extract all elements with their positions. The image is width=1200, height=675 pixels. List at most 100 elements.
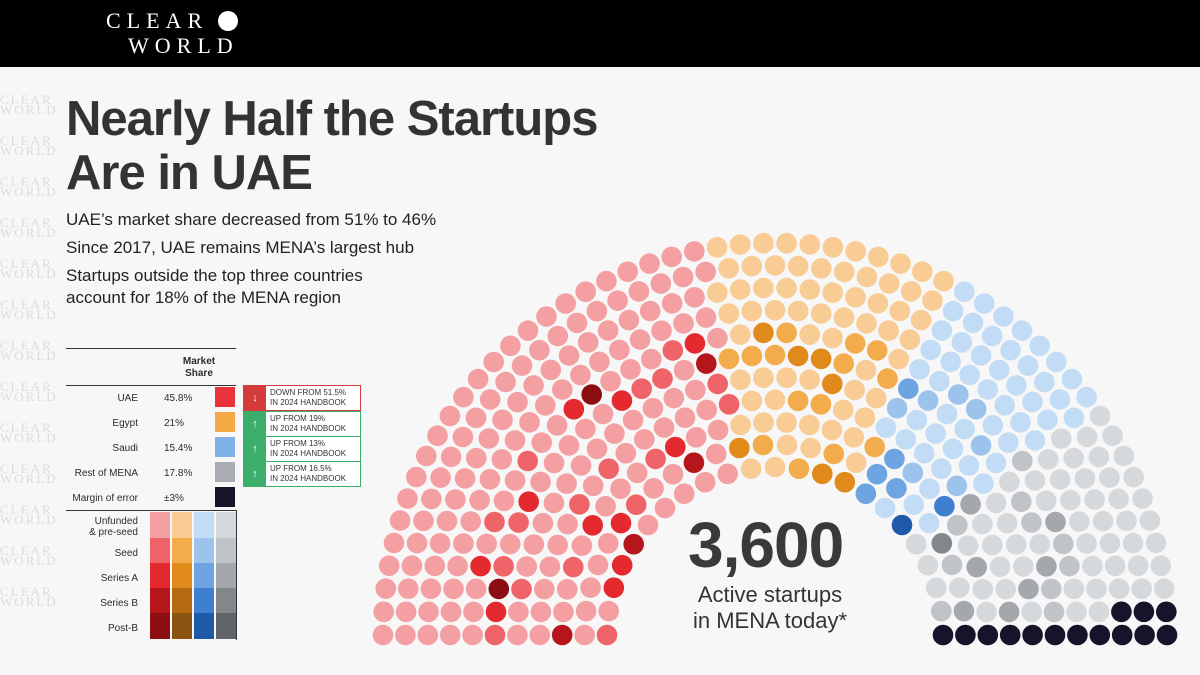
dot-uae <box>610 512 632 534</box>
dot-saudi <box>940 351 961 373</box>
dot-rest-of-mena <box>1050 428 1072 449</box>
dot-egypt <box>753 232 774 254</box>
dot-egypt <box>889 300 911 322</box>
stage-label-unfunded: Unfunded & pre-seed <box>66 516 138 538</box>
dot-uae <box>529 339 550 361</box>
watermark-text: CLEAR WORLD <box>0 133 58 158</box>
watermark-text: CLEAR WORLD <box>0 379 58 404</box>
dot-uae <box>581 384 602 405</box>
dot-egypt <box>900 281 922 302</box>
dot-uae <box>582 515 603 536</box>
stage-swatch <box>194 613 214 639</box>
legend-label-margin: Margin of error <box>72 493 138 504</box>
dot-uae <box>563 398 585 420</box>
dot-uae <box>654 497 676 519</box>
dot-rest-of-mena <box>947 515 968 536</box>
dot-saudi <box>977 379 998 400</box>
total-caption-line-2: in MENA today* <box>692 608 848 633</box>
dot-rest-of-mena <box>925 577 947 598</box>
dot-uae <box>570 455 592 476</box>
dot-uae <box>645 448 666 470</box>
dot-saudi <box>920 339 941 361</box>
dot-uae <box>508 601 529 623</box>
dot-egypt <box>753 322 774 344</box>
dot-uae <box>530 471 551 493</box>
dot-rest-of-mena <box>1150 555 1172 576</box>
dot-egypt <box>822 237 844 258</box>
callout-uae-line-2: IN 2024 HANDBOOK <box>270 398 347 407</box>
dot-egypt <box>776 412 797 433</box>
logo-word-world: WORLD <box>128 33 239 58</box>
watermark-text: CLEAR WORLD <box>0 215 58 240</box>
arrow-up-icon: ↑ <box>244 412 266 436</box>
stage-label-unfunded-1: Unfunded <box>94 516 138 527</box>
dot-egypt <box>764 255 786 276</box>
dot-rest-of-mena <box>1089 405 1111 427</box>
legend-header-line-2: Share <box>185 368 213 379</box>
watermark-text: CLEAR WORLD <box>0 174 58 199</box>
dot-uae <box>653 417 675 438</box>
dot-egypt <box>776 367 797 389</box>
dot-rest-of-mena <box>1013 556 1034 577</box>
dot-saudi <box>1010 412 1031 433</box>
dot-uae <box>629 329 651 350</box>
dot-egypt <box>864 436 885 458</box>
dot-uae <box>372 624 394 646</box>
dot-egypt <box>833 399 854 421</box>
dot-uae <box>570 364 591 386</box>
stage-label-unfunded-2: & pre-seed <box>89 527 138 538</box>
dot-egypt <box>776 434 798 456</box>
dot-uae <box>652 368 673 389</box>
dot-egypt <box>890 253 911 274</box>
dot-saudi <box>886 478 907 499</box>
dot-uae <box>453 533 474 554</box>
dot-uae <box>453 386 474 408</box>
dot-saudi <box>934 495 955 517</box>
stage-swatch <box>194 538 214 563</box>
dot-margin-of-error <box>1089 624 1111 646</box>
dot-saudi <box>918 512 940 534</box>
dot-saudi <box>913 442 935 464</box>
dot-egypt <box>800 437 821 459</box>
stage-swatch <box>172 512 192 538</box>
dot-egypt <box>741 300 763 322</box>
subtitle-1: UAE’s market share decreased from 51% to… <box>66 210 437 229</box>
dot-egypt <box>740 458 762 480</box>
total-caption: Active startups in MENA today* <box>672 582 868 634</box>
stage-swatch <box>150 563 170 588</box>
legend-label-rest: Rest of MENA <box>74 468 138 479</box>
dot-rest-of-mena <box>931 600 952 622</box>
dot-egypt <box>822 373 843 395</box>
dot-egypt <box>752 434 774 456</box>
callout-saudi-line-2: IN 2024 HANDBOOK <box>270 449 347 458</box>
dot-saudi <box>962 312 984 334</box>
watermark-text: CLEAR WORLD <box>0 502 58 527</box>
dot-uae <box>673 313 694 334</box>
dot-rest-of-mena <box>1036 556 1057 577</box>
dot-rest-of-mena <box>1076 533 1097 554</box>
dot-uae <box>406 466 427 488</box>
dot-saudi <box>929 370 950 392</box>
dot-uae <box>685 427 707 448</box>
legend-header-line-1: Market <box>182 356 216 367</box>
dot-uae <box>517 450 538 472</box>
dot-rest-of-mena <box>1024 470 1046 491</box>
dot-rest-of-mena <box>1127 555 1149 576</box>
callout-rest-line-1: UP FROM 16.5% <box>270 464 332 473</box>
dot-uae <box>466 447 487 469</box>
dot-rest-of-mena <box>941 554 963 576</box>
dot-egypt <box>834 471 856 493</box>
dot-uae <box>650 273 672 294</box>
dot-rest-of-mena <box>1060 489 1081 511</box>
dot-rest-of-mena <box>976 601 997 623</box>
dot-rest-of-mena <box>985 492 1007 514</box>
dot-egypt <box>854 407 876 429</box>
dot-rest-of-mena <box>1035 490 1057 512</box>
dot-saudi <box>970 435 992 456</box>
header-bar: CLEAR WORLD <box>0 0 1200 67</box>
dot-uae <box>519 412 540 433</box>
dot-saudi <box>931 320 953 341</box>
watermark: CLEAR WORLD CLEAR WORLD CLEAR WORLD CLEAR WORLD… <box>0 93 58 628</box>
dot-rest-of-mena <box>1108 578 1130 599</box>
dot-saudi <box>959 364 980 386</box>
